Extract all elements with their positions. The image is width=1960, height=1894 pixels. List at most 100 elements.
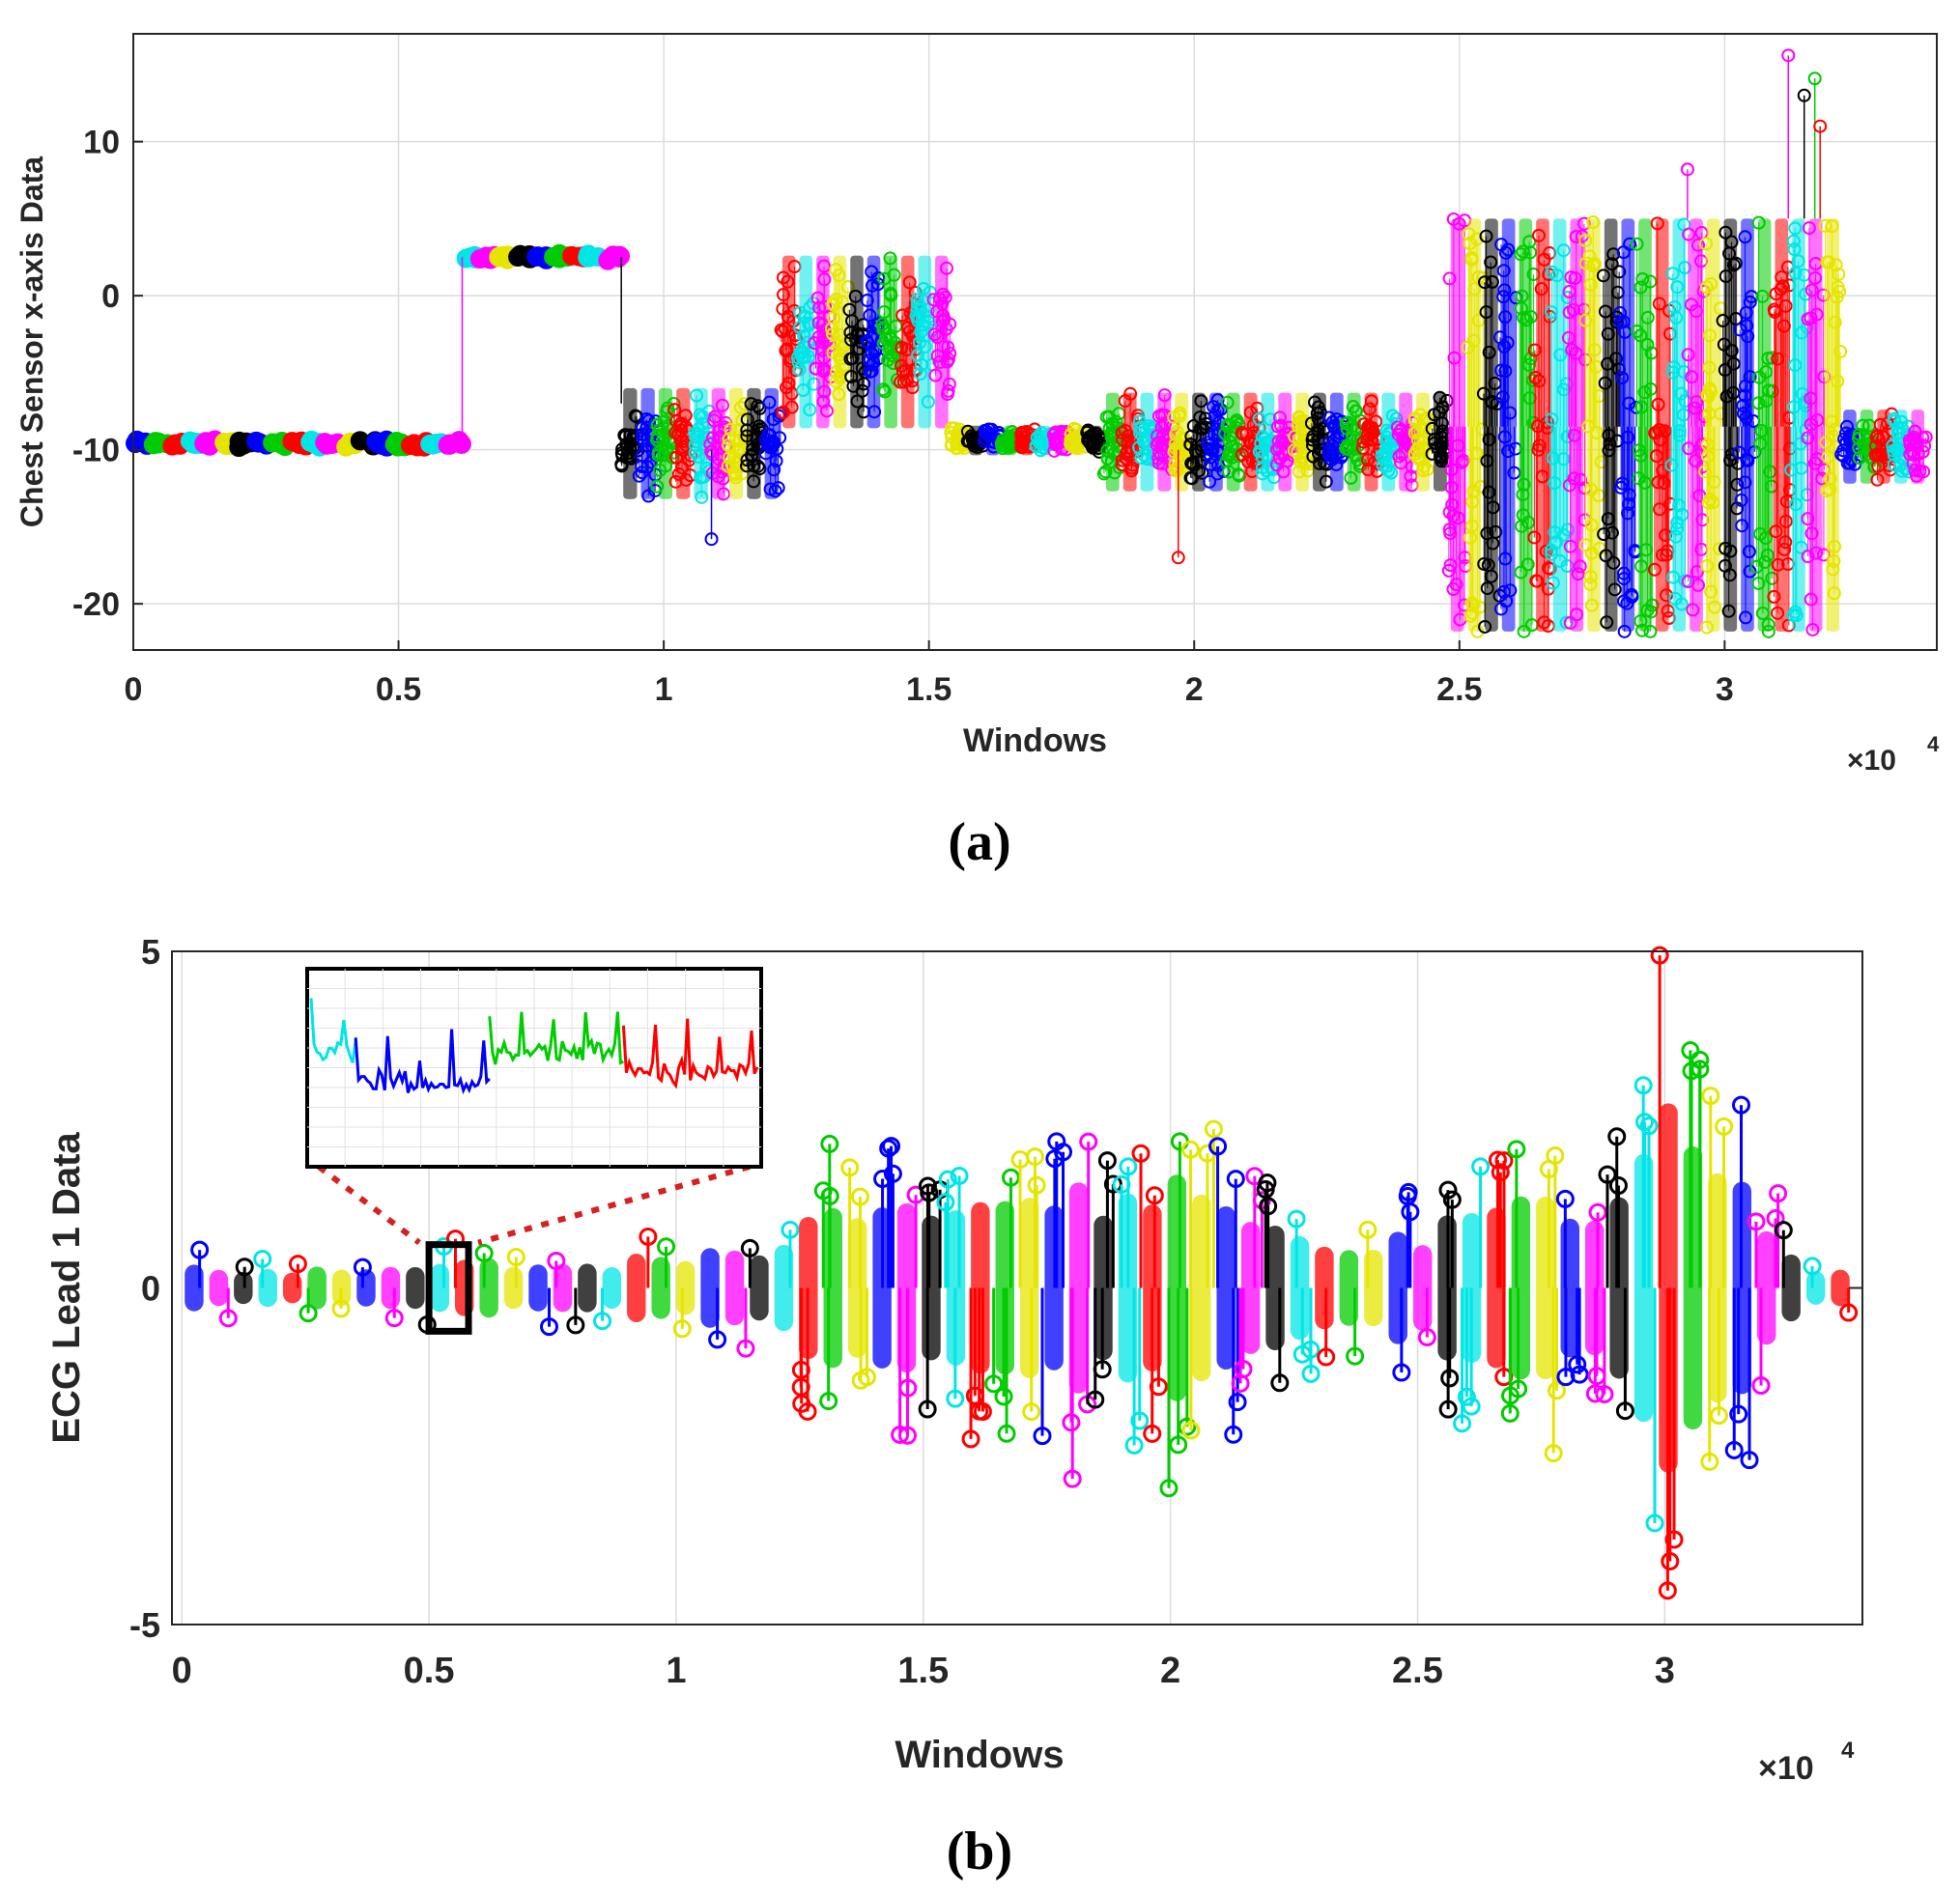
chart-b-point: [1124, 1435, 1144, 1455]
chart-a-point: [704, 532, 719, 547]
chart-b-point: [1488, 1150, 1507, 1170]
chart-b-x-exponent-power: 4: [1841, 1738, 1855, 1764]
chart-b-point: [918, 1399, 937, 1419]
chart-a-axes-frame: [132, 33, 1938, 651]
chart-a-point: [598, 250, 618, 270]
chart-b-point: [1607, 1127, 1627, 1146]
chart-b-x-tick-label: 1: [666, 1651, 686, 1691]
chart-b-point: [1709, 1406, 1728, 1426]
chart-b-point: [798, 1401, 817, 1421]
chart-a-band: [1621, 218, 1635, 632]
chart-a-point: [1171, 551, 1185, 565]
chart-b-band: [1708, 1173, 1727, 1403]
chart-b-point: [1507, 1140, 1526, 1159]
chart-b-point: [950, 1166, 969, 1185]
chart-a-band: [658, 387, 673, 499]
chart-b-point: [474, 1243, 494, 1262]
chart-a-band: [1416, 392, 1430, 492]
chart-b-point: [1143, 1424, 1162, 1443]
chart-b-point: [1159, 1479, 1179, 1498]
chart-b-point: [298, 1304, 318, 1323]
chart-a-band: [900, 255, 915, 429]
chart-a-band: [1706, 218, 1720, 632]
chart-b-band: [1068, 1182, 1089, 1394]
chart-b-x-tick-label: 2: [1160, 1651, 1180, 1691]
chart-b-point: [384, 1309, 404, 1328]
chart-b-point: [708, 1330, 727, 1349]
chart-b-band: [1536, 1196, 1555, 1380]
chart-b-point: [506, 1247, 526, 1266]
chart-b-point: [1803, 1257, 1822, 1276]
chart-a-band: [1587, 218, 1601, 632]
chart-b-band: [1290, 1235, 1310, 1341]
chart-b-point: [331, 1299, 351, 1318]
chart-b-y-ticks: 5 0 -5: [129, 932, 1862, 1645]
chart-a-band: [918, 255, 932, 429]
chart-b-point: [593, 1312, 612, 1331]
chart-b-band: [209, 1269, 229, 1307]
chart-b-y-tick-label: 5: [141, 932, 160, 972]
chart-a-point: [1807, 71, 1822, 86]
chart-a-band: [1433, 392, 1447, 492]
chart-b-point: [1568, 1355, 1587, 1374]
chart-a-y-tick-label: 0: [101, 278, 120, 315]
chart-a-band: [1208, 392, 1223, 492]
chart-b-point: [1119, 1157, 1138, 1176]
chart-b-point: [1724, 1440, 1744, 1459]
chart-b-inset-series-line: [488, 1011, 625, 1065]
chart-a-point: [1813, 119, 1828, 133]
chart-a-band: [1347, 392, 1361, 492]
chart-b-point: [1682, 1061, 1701, 1081]
chart-a-point: [1797, 88, 1811, 102]
chart-b-point: [1438, 1399, 1458, 1419]
chart-b-point: [1442, 1190, 1462, 1209]
chart-b-point: [1494, 1151, 1514, 1171]
chart-b-point: [1462, 1397, 1481, 1416]
chart-b-point: [1045, 1149, 1065, 1169]
chart-b-point: [1700, 1452, 1719, 1471]
chart-b-point: [1471, 1157, 1491, 1176]
chart-a-band: [1536, 218, 1549, 632]
chart-a-band: [1672, 218, 1687, 632]
chart-a-band: [1757, 218, 1772, 632]
chart-a-band: [799, 255, 813, 429]
chart-b-point: [1453, 1414, 1472, 1433]
chart-a-point: [527, 246, 548, 267]
chart-b-point: [1729, 1404, 1748, 1424]
chart-b-point: [1086, 1390, 1105, 1409]
chart-a-point: [319, 435, 339, 455]
chart-b-band: [1412, 1245, 1433, 1331]
chart-a-x-tick-label: 0: [125, 671, 143, 708]
chart-b-point: [820, 1134, 839, 1153]
chart-b-point: [1063, 1469, 1082, 1488]
chart-b-point: [781, 1220, 800, 1239]
chart-b-point: [1608, 1176, 1628, 1196]
chart-b-band: [307, 1266, 327, 1310]
chart-b-point: [1539, 1159, 1558, 1178]
chart-b-point: [1317, 1347, 1336, 1367]
chart-b-inset-series-line: [621, 1018, 759, 1089]
chart-b-inset-series-line: [309, 998, 357, 1063]
chart-b-point: [1658, 1581, 1677, 1600]
chart-b-point: [1047, 1132, 1066, 1151]
chart-a-x-axis-label: Windows: [963, 722, 1107, 759]
chart-b-point: [1633, 1076, 1653, 1095]
chart-b-point: [288, 1255, 307, 1274]
chart-b-point: [1181, 1421, 1201, 1440]
chart-b-band: [578, 1263, 597, 1313]
chart-a-y-ticks: 10 0 -10 -20: [72, 125, 143, 623]
chart-b-point: [1022, 1402, 1041, 1422]
chart-a-data-marks: [125, 48, 1933, 638]
chart-b-point: [736, 1339, 755, 1358]
chart-a-band: [1843, 410, 1857, 484]
chart-b-point: [920, 1183, 939, 1202]
chart-b-point: [1615, 1401, 1634, 1421]
chart-b-caption: (b): [947, 1822, 1012, 1881]
chart-b-point: [1001, 1168, 1020, 1187]
chart-b-band: [724, 1250, 745, 1326]
chart-a-band: [1826, 218, 1840, 632]
chart-b-point: [1555, 1189, 1575, 1208]
chart-b-point: [1131, 1144, 1150, 1163]
chart-a-band: [1775, 218, 1789, 632]
